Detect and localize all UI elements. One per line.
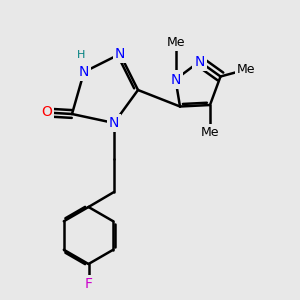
Text: N: N xyxy=(194,55,205,68)
Text: N: N xyxy=(170,73,181,86)
Text: N: N xyxy=(79,65,89,79)
Text: Me: Me xyxy=(201,126,219,139)
Text: N: N xyxy=(109,116,119,130)
Text: N: N xyxy=(115,47,125,61)
Text: H: H xyxy=(77,50,85,61)
Text: Me: Me xyxy=(237,63,255,76)
Text: Me: Me xyxy=(166,35,185,49)
Text: F: F xyxy=(85,278,92,291)
Text: O: O xyxy=(41,106,52,119)
